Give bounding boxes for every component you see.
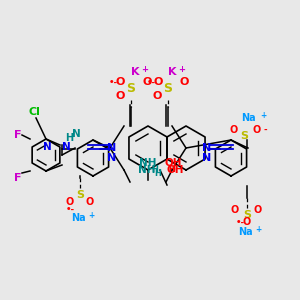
- Text: H: H: [65, 133, 73, 143]
- Text: •-: •-: [108, 77, 118, 86]
- Text: OH: OH: [166, 165, 184, 175]
- Text: S: S: [164, 82, 172, 94]
- Text: O: O: [179, 77, 189, 87]
- Text: Na: Na: [241, 113, 255, 123]
- Text: •-: •-: [146, 77, 156, 86]
- Text: N: N: [43, 142, 51, 152]
- Text: +: +: [255, 224, 261, 233]
- Text: N: N: [107, 143, 117, 153]
- Text: O: O: [152, 91, 162, 101]
- Text: O: O: [230, 125, 238, 135]
- Text: O: O: [243, 217, 251, 227]
- Text: N: N: [202, 153, 211, 163]
- Text: F: F: [14, 173, 22, 183]
- Text: H: H: [154, 169, 161, 178]
- Text: Na: Na: [238, 227, 252, 237]
- Text: K: K: [168, 67, 176, 77]
- Text: N: N: [107, 153, 117, 163]
- Text: NH: NH: [139, 158, 157, 168]
- Text: H: H: [152, 166, 158, 175]
- Text: O: O: [86, 197, 94, 207]
- Text: O: O: [142, 77, 152, 87]
- Text: S: S: [240, 131, 248, 141]
- Text: H: H: [169, 166, 176, 175]
- Text: +: +: [178, 64, 185, 74]
- Text: +: +: [88, 211, 94, 220]
- Text: S: S: [76, 190, 84, 200]
- Text: •-: •-: [236, 218, 244, 226]
- Text: N: N: [202, 143, 211, 153]
- Text: O: O: [231, 205, 239, 215]
- Text: K: K: [131, 67, 139, 77]
- Text: O: O: [153, 77, 163, 87]
- Text: +: +: [260, 110, 266, 119]
- Text: -: -: [263, 125, 267, 134]
- Text: N: N: [72, 129, 80, 139]
- Text: •-: •-: [65, 205, 75, 214]
- Text: F: F: [14, 130, 22, 140]
- Text: N: N: [61, 142, 70, 152]
- Text: Na: Na: [71, 213, 85, 223]
- Text: OH: OH: [164, 158, 182, 168]
- Text: NH: NH: [138, 165, 156, 175]
- Text: S: S: [243, 210, 251, 220]
- Text: +: +: [142, 64, 148, 74]
- Text: S: S: [127, 82, 136, 94]
- Text: O: O: [115, 77, 125, 87]
- Text: O: O: [66, 197, 74, 207]
- Text: O: O: [253, 125, 261, 135]
- Text: O: O: [115, 91, 125, 101]
- Text: Cl: Cl: [28, 107, 40, 117]
- Text: O: O: [254, 205, 262, 215]
